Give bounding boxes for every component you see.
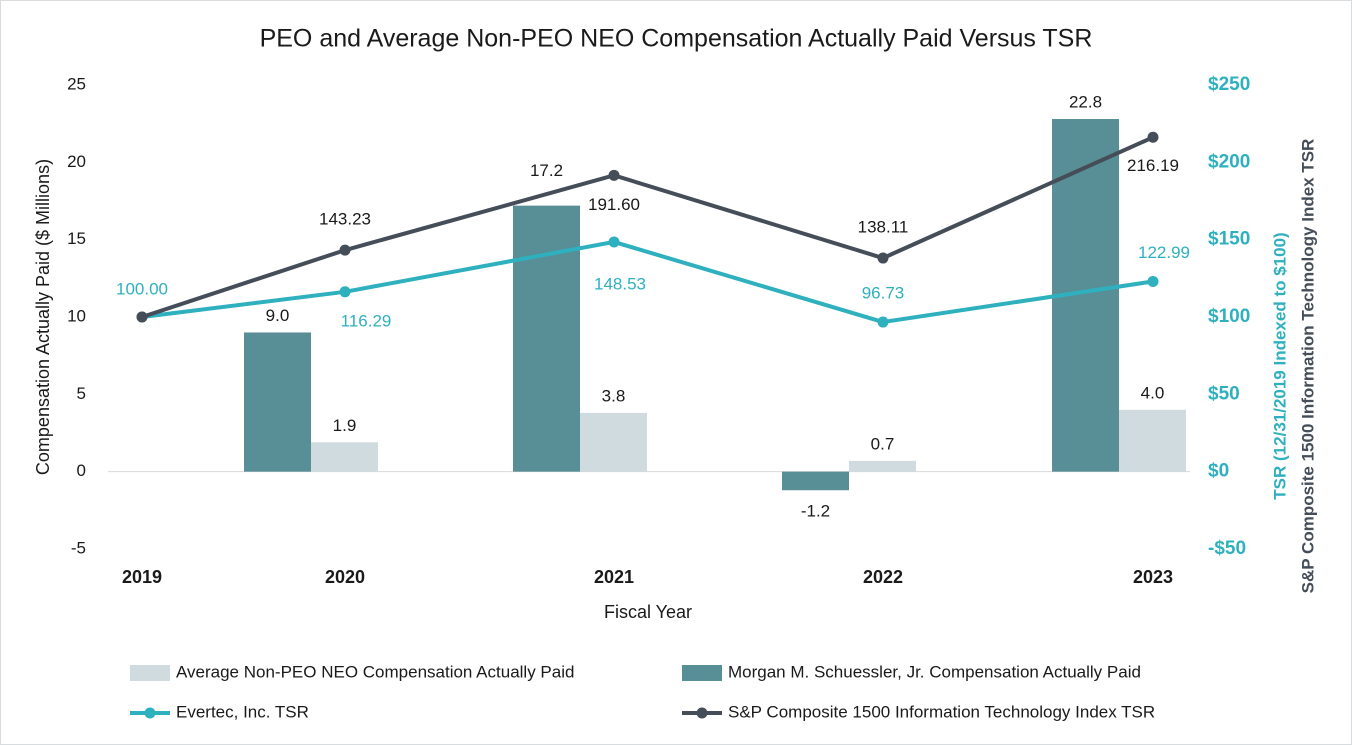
data-label: 148.53 (594, 274, 646, 293)
data-label: 9.0 (266, 306, 290, 325)
bar (311, 442, 378, 472)
x-tick-label: 2022 (863, 567, 903, 587)
chart-title: PEO and Average Non-PEO NEO Compensation… (260, 25, 1093, 53)
x-tick-label: 2021 (594, 567, 634, 587)
y-tick-label: 5 (77, 384, 86, 403)
point (339, 244, 351, 256)
data-label: 96.73 (862, 284, 905, 303)
data-label: 0.7 (871, 434, 895, 453)
data-label: 116.29 (341, 311, 392, 330)
data-label: 191.60 (588, 195, 640, 214)
y-tick-label: 10 (67, 306, 86, 325)
y-tick-label: 25 (67, 74, 86, 93)
bar (580, 412, 647, 472)
x-tick-label: 2019 (122, 567, 162, 587)
legend-swatch (696, 707, 708, 719)
point (339, 286, 351, 298)
bar (513, 205, 580, 472)
data-label: 22.8 (1069, 93, 1102, 112)
point (608, 236, 620, 248)
y2-tick-label: $250 (1208, 74, 1250, 95)
bar (1119, 409, 1186, 472)
data-label: 1.9 (333, 416, 357, 435)
legend-swatch (144, 707, 156, 719)
point (877, 252, 889, 264)
data-label: 138.11 (858, 218, 909, 237)
y-axis-title: Compensation Actually Paid ($ Millions) (33, 159, 53, 475)
bar (244, 332, 311, 472)
y2-tick-label: $100 (1208, 306, 1250, 327)
legend-label: Average Non-PEO NEO Compensation Actuall… (176, 662, 574, 681)
x-axis-title: Fiscal Year (604, 602, 692, 622)
y-tick-label: 0 (77, 461, 86, 480)
legend-label: Morgan M. Schuessler, Jr. Compensation A… (728, 662, 1141, 681)
legend-swatch (682, 665, 722, 681)
point (877, 316, 889, 328)
y2-tick-label: $0 (1208, 461, 1229, 482)
y2-tick-label: $200 (1208, 151, 1250, 172)
data-label: 17.2 (530, 161, 563, 180)
data-label: 3.8 (602, 386, 626, 405)
y-tick-label: -5 (71, 538, 86, 557)
data-label: -1.2 (801, 502, 830, 521)
point (608, 169, 620, 181)
data-label: 100.00 (116, 279, 168, 298)
y2-axis-title: S&P Composite 1500 Information Technolog… (1298, 139, 1317, 594)
data-label: 4.0 (1141, 383, 1165, 402)
bar (849, 460, 916, 472)
y-tick-label: 15 (67, 229, 86, 248)
y2-tick-label: $150 (1208, 229, 1250, 250)
y2-axis-title: TSR (12/31/2019 Indexed to $100) (1270, 232, 1289, 499)
data-label: 122.99 (1138, 243, 1190, 262)
x-tick-label: 2023 (1133, 567, 1173, 587)
y2-tick-label: $50 (1208, 383, 1240, 404)
data-label: 216.19 (1127, 156, 1179, 175)
bar (782, 471, 849, 491)
point (1147, 131, 1159, 143)
legend-swatch (130, 665, 170, 681)
point (1147, 275, 1159, 287)
data-label: 143.23 (319, 210, 371, 229)
legend-label: S&P Composite 1500 Information Technolog… (728, 702, 1155, 721)
y-tick-label: 20 (67, 152, 86, 171)
x-tick-label: 2020 (325, 567, 365, 587)
point (136, 311, 148, 323)
y2-tick-label: -$50 (1208, 538, 1246, 559)
legend-label: Evertec, Inc. TSR (176, 702, 309, 721)
